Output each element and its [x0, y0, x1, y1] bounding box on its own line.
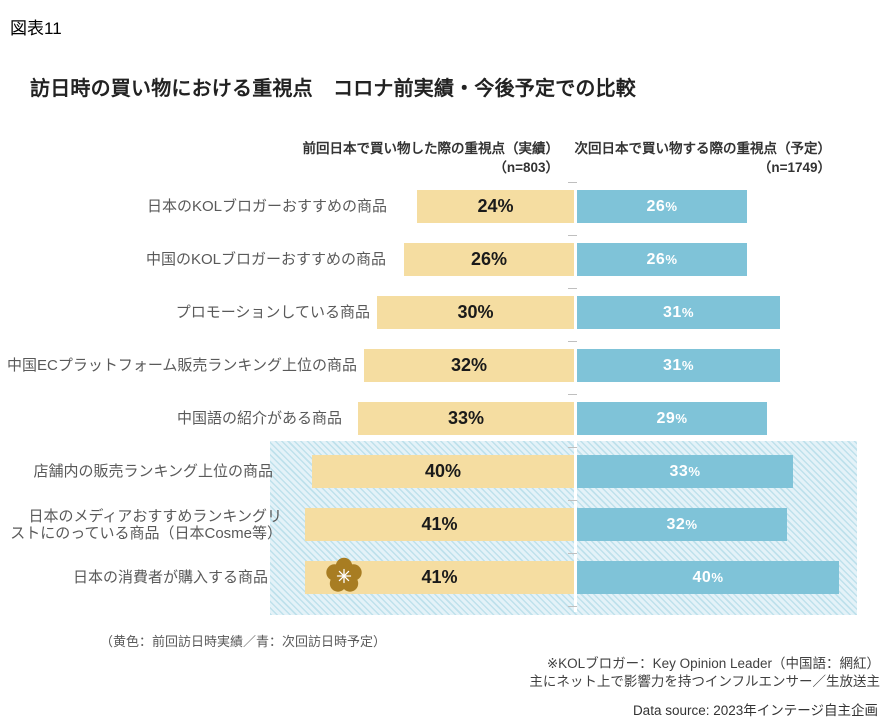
- bar-planned: 33%: [577, 455, 793, 488]
- axis-tick: [568, 341, 577, 342]
- bar-planned: 29%: [577, 402, 767, 435]
- axis-tick: [568, 447, 577, 448]
- column-header-actual: 前回日本で買い物した際の重視点（実績） （n=803）: [303, 139, 560, 177]
- bar-planned: 26%: [577, 190, 747, 223]
- bar-actual: 41%: [305, 508, 574, 541]
- column-header-planned-title: 次回日本で買い物する際の重視点（予定）: [574, 141, 832, 156]
- axis-tick: [568, 235, 577, 236]
- axis-tick: [568, 288, 577, 289]
- category-label: 日本の消費者が購入する商品: [72, 569, 268, 586]
- bar-actual: 40%: [312, 455, 574, 488]
- axis-tick: [568, 182, 577, 183]
- kol-footnote-line1: ※KOLブロガー：Key Opinion Leader（中国語：網紅）: [546, 656, 880, 671]
- category-label: プロモーションしている商品: [175, 304, 370, 321]
- center-axis: [574, 184, 577, 612]
- category-label: 日本のKOLブロガーおすすめの商品: [146, 198, 387, 215]
- page-title: 訪日時の買い物における重視点 コロナ前実績・今後予定での比較: [30, 78, 636, 100]
- bar-planned: 40%: [577, 561, 839, 594]
- bar-planned: 32%: [577, 508, 787, 541]
- figure-label: 図表11: [10, 19, 62, 38]
- flower-icon: [326, 557, 362, 592]
- axis-tick: [568, 500, 577, 501]
- category-label: 日本のメディアおすすめランキングリ ストにのっている商品（日本Cosme等）: [10, 507, 282, 542]
- bar-planned: 31%: [577, 296, 780, 329]
- kol-footnote-line2: 主にネット上で影響力を持つインフルエンサー／生放送主: [529, 674, 880, 689]
- category-label: 中国ECプラットフォーム販売ランキング上位の商品: [7, 357, 357, 374]
- axis-tick: [568, 606, 577, 607]
- bar-actual: 24%: [417, 190, 574, 223]
- category-label: 中国語の紹介がある商品: [176, 410, 342, 427]
- bar-actual: 30%: [377, 296, 574, 329]
- bar-planned: 31%: [577, 349, 780, 382]
- bar-actual: 32%: [364, 349, 574, 382]
- axis-tick: [568, 394, 577, 395]
- column-header-actual-n: （n=803）: [493, 160, 559, 175]
- column-header-planned: 次回日本で買い物する際の重視点（予定） （n=1749）: [575, 139, 832, 177]
- column-header-actual-title: 前回日本で買い物した際の重視点（実績）: [302, 141, 560, 156]
- category-label: 中国のKOLブロガーおすすめの商品: [145, 251, 386, 268]
- bar-actual: 33%: [358, 402, 574, 435]
- legend-note: （黄色：前回訪日時実績／青：次回訪日時予定）: [100, 634, 387, 649]
- category-label: 店舗内の販売ランキング上位の商品: [33, 463, 273, 480]
- data-source: Data source: 2023年インテージ自主企画: [632, 703, 878, 718]
- axis-tick: [568, 553, 577, 554]
- column-header-planned-n: （n=1749）: [757, 160, 831, 175]
- bar-actual: 26%: [404, 243, 574, 276]
- bar-planned: 26%: [577, 243, 747, 276]
- kol-footnote: ※KOLブロガー：Key Opinion Leader（中国語：網紅） 主にネッ…: [529, 655, 880, 691]
